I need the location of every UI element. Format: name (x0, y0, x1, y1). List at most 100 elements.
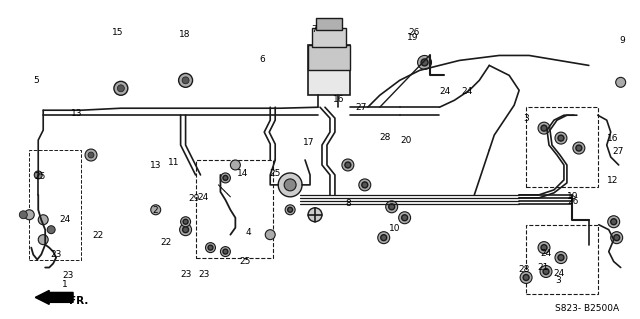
Text: 4: 4 (246, 228, 252, 237)
Text: 29: 29 (189, 194, 200, 203)
Circle shape (543, 269, 549, 274)
Bar (312, 27, 346, 48)
Text: 24: 24 (439, 87, 451, 96)
Text: 16: 16 (607, 134, 619, 143)
Text: 3: 3 (555, 276, 561, 285)
Text: 10: 10 (389, 224, 400, 233)
Circle shape (88, 152, 94, 158)
Bar (308, 46, 350, 70)
Text: 14: 14 (237, 169, 248, 178)
Circle shape (558, 135, 564, 141)
Text: S823- B2500A: S823- B2500A (555, 304, 619, 313)
Text: 25: 25 (269, 169, 281, 178)
Text: 23: 23 (198, 270, 210, 279)
Text: 17: 17 (303, 137, 314, 146)
Circle shape (402, 215, 408, 221)
Text: 8: 8 (346, 199, 351, 208)
Circle shape (117, 85, 124, 92)
Circle shape (555, 132, 567, 144)
Text: 15: 15 (111, 28, 123, 37)
Circle shape (179, 73, 193, 87)
Text: 25: 25 (34, 173, 45, 182)
Circle shape (151, 205, 161, 215)
Text: 23: 23 (63, 271, 74, 280)
Text: 1: 1 (62, 280, 68, 289)
Circle shape (555, 252, 567, 263)
Circle shape (386, 201, 397, 213)
Circle shape (558, 255, 564, 261)
Text: 24: 24 (198, 193, 209, 202)
Text: 11: 11 (168, 158, 179, 167)
Text: 13: 13 (150, 161, 161, 170)
Circle shape (208, 245, 213, 250)
Text: 16: 16 (333, 95, 345, 104)
Text: 19: 19 (566, 192, 578, 202)
Text: 19: 19 (406, 33, 418, 42)
Text: 20: 20 (401, 136, 412, 145)
Bar (526, 225, 598, 294)
Circle shape (180, 217, 191, 227)
Text: 3: 3 (523, 114, 529, 123)
Circle shape (614, 235, 620, 241)
Circle shape (287, 207, 292, 212)
Bar (308, 46, 350, 95)
Circle shape (114, 81, 128, 95)
Circle shape (421, 59, 428, 66)
Circle shape (362, 182, 368, 188)
Circle shape (284, 179, 296, 191)
Text: FR.: FR. (69, 296, 88, 306)
Circle shape (35, 171, 42, 179)
Circle shape (265, 230, 275, 240)
Circle shape (399, 212, 411, 224)
Circle shape (538, 122, 550, 134)
Circle shape (540, 265, 552, 278)
Circle shape (541, 125, 547, 131)
Text: 24: 24 (461, 87, 472, 96)
Text: 5: 5 (33, 76, 39, 85)
Circle shape (378, 232, 390, 244)
Circle shape (278, 173, 302, 197)
Text: 23: 23 (180, 270, 192, 279)
Bar (29, 150, 81, 260)
Circle shape (230, 160, 241, 170)
Circle shape (223, 249, 228, 254)
Text: 23: 23 (50, 250, 61, 259)
Circle shape (538, 241, 550, 254)
Text: 7: 7 (311, 25, 317, 34)
Circle shape (183, 219, 188, 224)
Circle shape (541, 245, 547, 251)
Circle shape (417, 56, 431, 70)
Circle shape (342, 159, 354, 171)
Circle shape (576, 145, 582, 151)
Bar (316, 18, 342, 30)
Circle shape (205, 243, 216, 253)
Circle shape (182, 227, 189, 233)
Circle shape (520, 271, 532, 284)
Circle shape (223, 175, 228, 181)
Text: 18: 18 (179, 30, 191, 39)
Bar (196, 160, 273, 257)
Circle shape (220, 173, 230, 183)
Circle shape (611, 219, 617, 225)
Circle shape (616, 78, 626, 87)
Text: 28: 28 (380, 133, 390, 142)
Circle shape (388, 204, 395, 210)
Circle shape (611, 232, 623, 244)
Circle shape (608, 216, 620, 228)
Circle shape (381, 235, 387, 241)
Circle shape (180, 224, 191, 236)
Circle shape (308, 208, 322, 222)
Text: 2: 2 (153, 206, 159, 215)
Text: 24: 24 (541, 249, 552, 258)
Circle shape (285, 205, 295, 215)
Circle shape (85, 149, 97, 161)
Text: 28: 28 (518, 264, 529, 274)
Bar (526, 107, 598, 187)
Text: 26: 26 (567, 197, 579, 206)
Circle shape (573, 142, 585, 154)
Text: 25: 25 (239, 257, 250, 266)
Text: 27: 27 (356, 103, 367, 112)
Text: 9: 9 (620, 36, 625, 45)
Text: 27: 27 (612, 147, 624, 156)
Circle shape (38, 235, 48, 245)
